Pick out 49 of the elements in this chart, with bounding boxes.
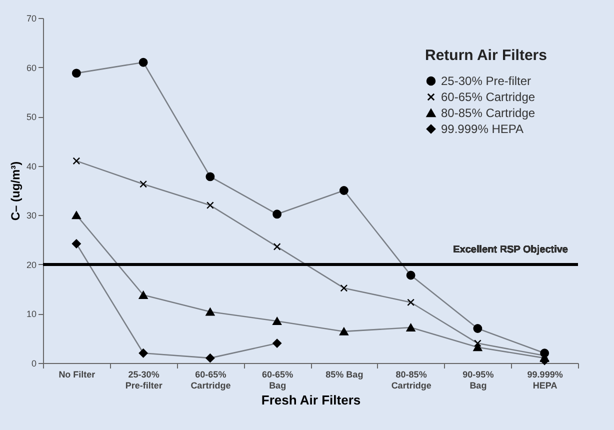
point (138, 348, 148, 358)
x-tick-label: 60-65% Cartridge (190, 370, 231, 390)
point (206, 354, 215, 363)
point (406, 270, 416, 280)
point (407, 298, 415, 306)
x-tick-label: 99.999% HEPA (527, 370, 563, 390)
legend-label: 25-30% Pre-filter (441, 74, 532, 88)
x-tick-label: 90-95% Bag (462, 370, 494, 390)
point (340, 284, 348, 292)
legend-label: 99.999% HEPA (441, 122, 524, 136)
x-tick-label: 60-65% Bag (262, 370, 294, 390)
point (138, 291, 148, 299)
y-tick-label: 0 (31, 358, 36, 368)
legend-title: Return Air Filters (425, 47, 547, 64)
point (206, 308, 215, 316)
point (206, 172, 215, 182)
legend-label: 60-65% Cartridge (441, 90, 536, 104)
point (474, 340, 482, 347)
y-tick-label: 10 (26, 309, 36, 320)
y-tick-label: 50 (26, 112, 36, 122)
point (72, 211, 81, 220)
point (206, 202, 214, 209)
point (272, 338, 282, 348)
point (473, 343, 482, 352)
y-axis-title: C– (ug/m³) (8, 161, 22, 221)
point (138, 58, 148, 67)
point (272, 210, 282, 219)
x-tick-label: 25-30% Pre-filter (125, 370, 163, 390)
ref-line-label: Excellent RSP Objective (453, 244, 568, 256)
point (473, 324, 482, 333)
x-tick-label: No Filter (58, 370, 96, 380)
y-tick-label: 30 (26, 210, 36, 221)
point (72, 157, 80, 165)
y-tick-label: 40 (26, 161, 36, 172)
y-tick-label: 60 (26, 62, 36, 73)
point (339, 186, 348, 195)
x-tick-label: 85% Bag (326, 370, 364, 380)
x-tick-label: 80-85% Cartridge (391, 370, 432, 390)
point (72, 239, 81, 248)
point (72, 68, 81, 78)
point (272, 317, 282, 326)
point (273, 242, 281, 250)
legend-label: 80-85% Cartridge (441, 106, 536, 120)
x-axis-title: Fresh Air Filters (261, 392, 361, 408)
y-tick-label: 20 (26, 260, 36, 270)
y-tick-label: 70 (26, 14, 36, 24)
point (140, 180, 148, 188)
point (406, 324, 416, 332)
point (339, 328, 348, 336)
